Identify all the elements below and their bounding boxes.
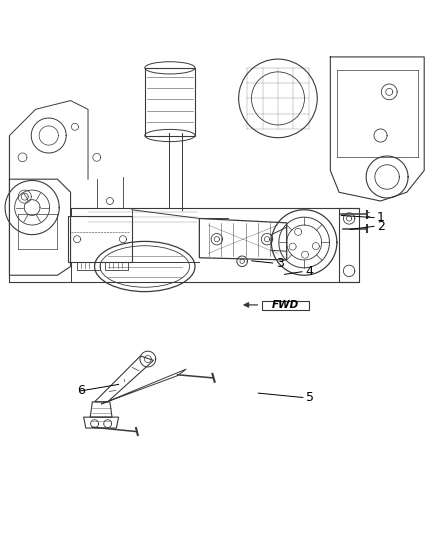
Text: 6: 6 <box>77 384 85 398</box>
Text: FWD: FWD <box>272 300 299 310</box>
Text: 3: 3 <box>276 256 284 270</box>
Bar <box>77 262 100 270</box>
Text: 1: 1 <box>377 211 385 224</box>
Text: 2: 2 <box>377 220 385 233</box>
Bar <box>145 68 195 135</box>
Text: 5: 5 <box>306 391 314 404</box>
Text: 4: 4 <box>305 265 313 278</box>
Bar <box>68 216 132 262</box>
Bar <box>262 301 309 310</box>
Bar <box>106 262 128 270</box>
